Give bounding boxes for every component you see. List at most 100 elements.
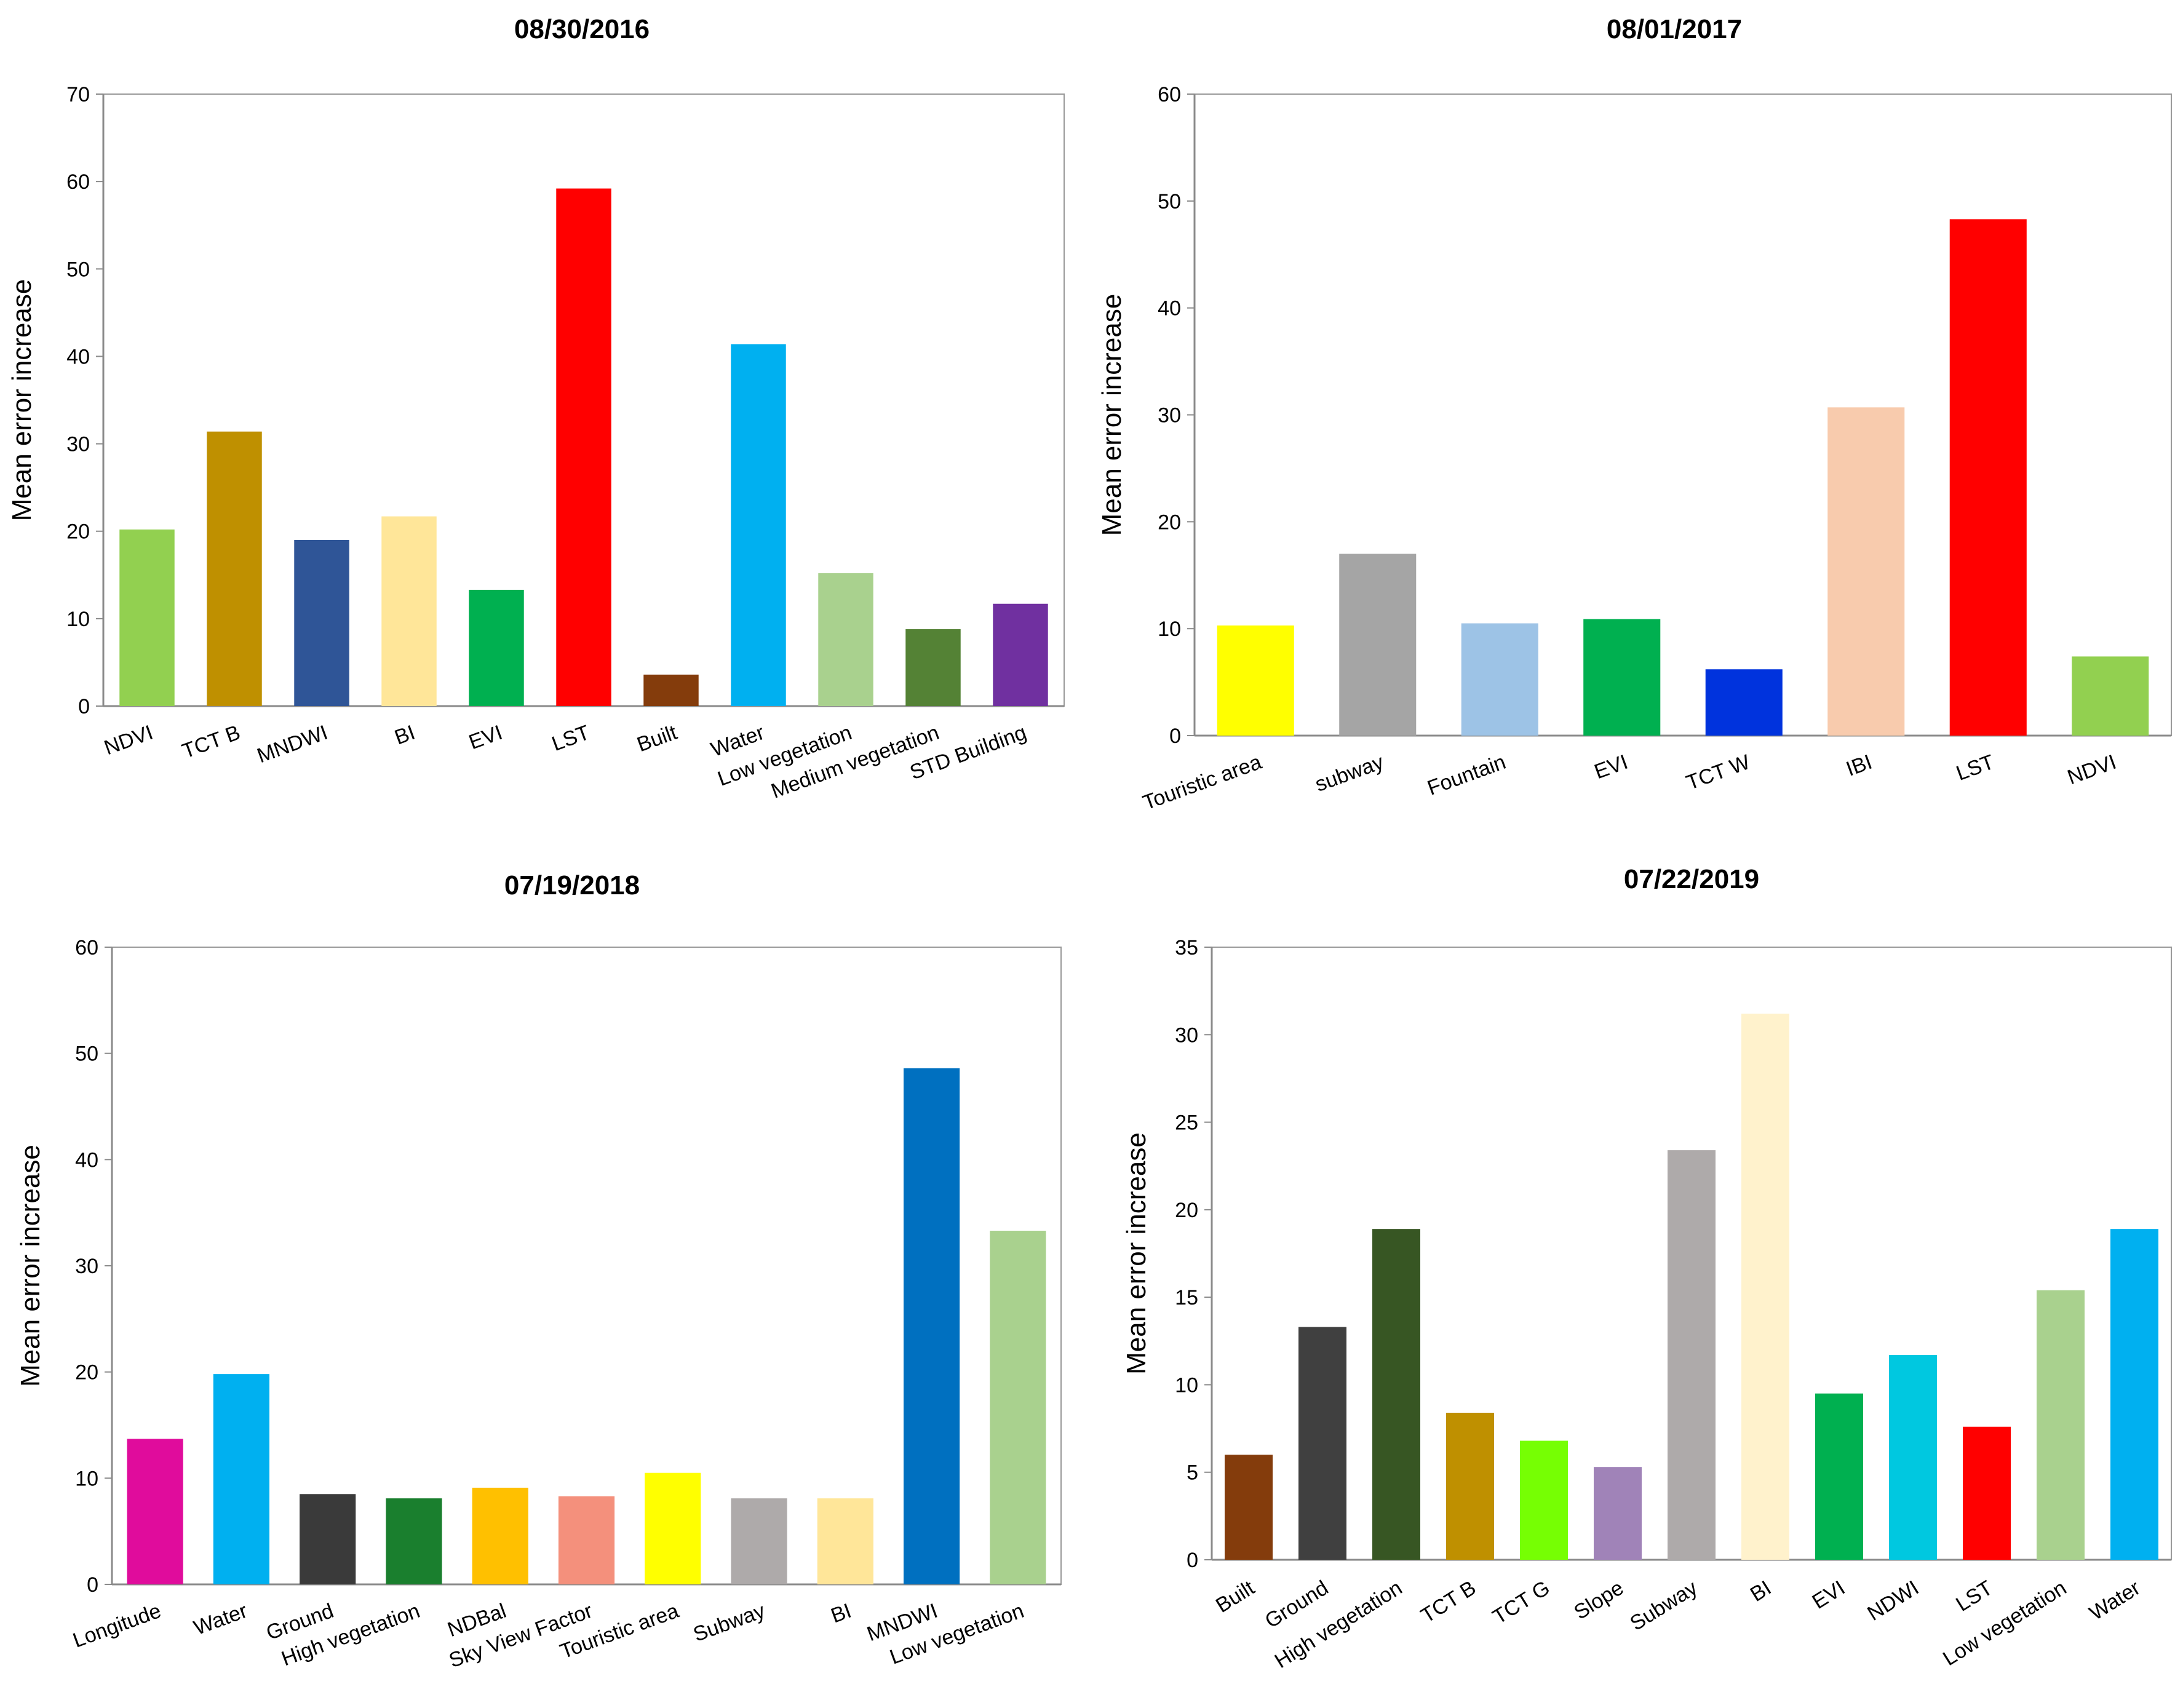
x-tick-label: Slope xyxy=(1570,1576,1628,1624)
bar xyxy=(386,1498,442,1584)
x-tick-label: Built xyxy=(1212,1576,1259,1618)
bar xyxy=(1668,1150,1716,1560)
chart-title-2018: 07/19/2018 xyxy=(504,870,640,900)
bar xyxy=(558,1496,615,1584)
chart-title-2017: 08/01/2017 xyxy=(1607,14,1742,44)
bar xyxy=(2072,656,2149,736)
y-tick-label: 0 xyxy=(1187,1549,1198,1572)
x-tick-label: BI xyxy=(392,721,418,750)
bar xyxy=(381,516,437,706)
y-axis-title-2018: Mean error increase xyxy=(15,1145,46,1387)
bar xyxy=(1827,407,1905,736)
chart-panel-2017: 08/01/2017 0 10 20 30 40 50 60 Mean error incre… xyxy=(1097,14,2172,815)
chart-panel-2018: 07/19/2018 0 10 20 30 40 50 60 Mean error incre… xyxy=(15,870,1062,1672)
bar xyxy=(1217,625,1294,736)
y-tick-label: 30 xyxy=(75,1255,98,1278)
y-tick-label: 20 xyxy=(75,1361,98,1384)
y-tick-label: 30 xyxy=(1175,1023,1198,1047)
bar xyxy=(1815,1393,1863,1560)
bar xyxy=(472,1487,528,1584)
bar xyxy=(1594,1467,1642,1560)
y-tick-label: 40 xyxy=(1158,297,1181,320)
bar xyxy=(469,589,524,706)
bar xyxy=(1298,1327,1346,1560)
y-axis-title-2016: Mean error increase xyxy=(7,279,37,522)
x-tick-label: MNDWI xyxy=(254,721,331,768)
bar xyxy=(1963,1426,2011,1560)
chart-panel-2019: 07/22/2019 0 5 10 15 20 25 30 35 Mean error incr… xyxy=(1121,864,2172,1673)
x-tick-label: LST xyxy=(1952,1576,1997,1616)
bar xyxy=(1446,1412,1494,1560)
bar xyxy=(731,344,786,706)
bar xyxy=(300,1494,356,1584)
y-tick-label: 50 xyxy=(1158,190,1181,213)
y-tick-label: 5 xyxy=(1187,1461,1198,1485)
y-tick-label: 50 xyxy=(75,1043,98,1066)
y-tick-label: 20 xyxy=(1158,510,1181,534)
x-tick-label: Touristic area xyxy=(1140,750,1265,815)
y-tick-label: 50 xyxy=(66,258,90,281)
bar xyxy=(905,629,961,706)
bar xyxy=(818,573,873,706)
bar xyxy=(1461,623,1538,736)
y-tick-label: 30 xyxy=(1158,404,1181,427)
bar xyxy=(2037,1290,2085,1560)
y-tick-label: 30 xyxy=(66,433,90,456)
x-tick-label: Fountain xyxy=(1425,750,1509,800)
x-tick-label: EVI xyxy=(466,721,506,754)
bar xyxy=(904,1068,960,1584)
bar xyxy=(1225,1455,1273,1560)
bar xyxy=(119,529,175,706)
x-tick-label: TCT W xyxy=(1683,750,1753,795)
y-tick-label: 0 xyxy=(87,1573,98,1597)
bar xyxy=(1949,219,2027,736)
bar xyxy=(731,1498,787,1584)
x-tick-label: Subway xyxy=(1626,1576,1702,1635)
x-tick-label: EVI xyxy=(1591,750,1631,784)
bar xyxy=(556,188,611,706)
x-tick-label: Subway xyxy=(690,1599,768,1646)
x-tick-label: LST xyxy=(549,721,593,756)
x-tick-label: subway xyxy=(1312,750,1386,796)
bar xyxy=(127,1439,183,1584)
bar xyxy=(645,1472,701,1584)
y-tick-label: 0 xyxy=(78,695,90,718)
x-tick-label: Water xyxy=(2085,1576,2144,1626)
x-tick-label: TCT B xyxy=(179,721,244,763)
y-tick-label: 40 xyxy=(66,345,90,368)
y-tick-label: 20 xyxy=(66,520,90,544)
y-tick-label: 60 xyxy=(75,936,98,959)
bar xyxy=(1889,1355,1937,1560)
y-tick-label: 20 xyxy=(1175,1199,1198,1222)
bar xyxy=(1339,554,1417,736)
x-tick-label: NDVI xyxy=(101,721,156,760)
chart-title-2019: 07/22/2019 xyxy=(1624,864,1759,894)
chart-panel-2016: 08/30/2016 0 10 20 30 40 50 60 70 Mean error inc… xyxy=(7,14,1065,803)
y-tick-label: 60 xyxy=(66,170,90,194)
bar xyxy=(1741,1014,1789,1560)
bar xyxy=(817,1498,873,1584)
bar xyxy=(1520,1440,1568,1560)
x-tick-label: Built xyxy=(634,721,681,757)
x-tick-label: High vegetation xyxy=(1271,1576,1407,1673)
y-tick-label: 10 xyxy=(1175,1373,1198,1397)
x-tick-label: BI xyxy=(1746,1576,1775,1607)
y-tick-label: 70 xyxy=(66,83,90,106)
bar xyxy=(213,1374,269,1584)
y-tick-label: 35 xyxy=(1175,936,1198,959)
bar xyxy=(1583,619,1661,736)
bar xyxy=(2110,1229,2158,1560)
y-axis-title-2017: Mean error increase xyxy=(1097,294,1127,536)
y-tick-label: 60 xyxy=(1158,83,1181,106)
y-tick-label: 10 xyxy=(66,608,90,631)
bar xyxy=(643,674,699,706)
bar xyxy=(1372,1229,1420,1560)
x-tick-label: IBI xyxy=(1843,750,1875,781)
x-tick-label: TCT G xyxy=(1489,1576,1554,1629)
x-tick-label: NDVI xyxy=(2064,750,2119,789)
chart-title-2016: 08/30/2016 xyxy=(514,14,650,44)
x-tick-label: Water xyxy=(191,1599,250,1640)
y-tick-label: 0 xyxy=(1169,725,1181,748)
x-tick-label: Longitude xyxy=(70,1599,164,1653)
